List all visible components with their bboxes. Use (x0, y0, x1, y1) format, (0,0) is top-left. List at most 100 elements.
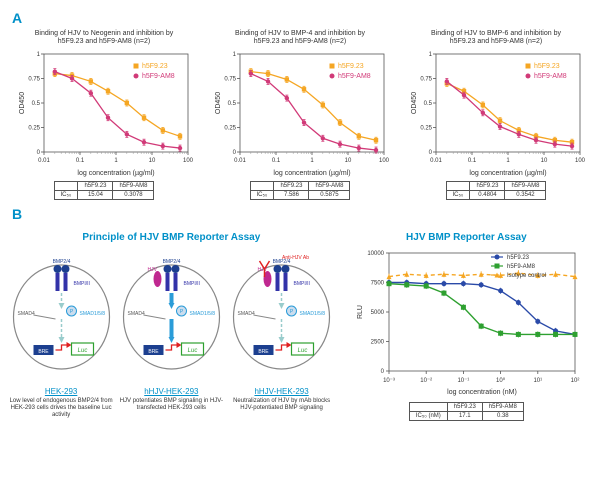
svg-text:0.5: 0.5 (228, 101, 237, 107)
svg-text:Luc: Luc (188, 348, 198, 354)
chart-title: Binding of HJV to Neogenin and inhibitio… (35, 30, 174, 46)
cell-label: hHJV-HEK-293 (118, 387, 224, 396)
svg-text:0: 0 (429, 150, 433, 156)
svg-text:1: 1 (114, 158, 118, 164)
svg-text:OD450: OD450 (215, 92, 222, 114)
svg-text:7500: 7500 (371, 281, 385, 287)
svg-text:SMAD4: SMAD4 (17, 311, 34, 317)
ic-row-label: IC₅₀ (nM) (409, 412, 447, 421)
svg-text:log concentration (µg/ml): log concentration (µg/ml) (469, 170, 546, 177)
svg-text:HJV: HJV (147, 267, 157, 273)
svg-text:h5F9.23: h5F9.23 (142, 63, 168, 70)
svg-text:10⁻¹: 10⁻¹ (458, 378, 470, 384)
panel-b-label: B (12, 206, 592, 222)
assay-block: HJV BMP Reporter Assay 02500500075001000… (341, 232, 592, 421)
chart-title: Binding of HJV to BMP-4 and inhibition b… (235, 30, 365, 46)
svg-text:HJV: HJV (258, 267, 268, 273)
cell-diagram-0: BMPI/IIBMP2/4PSMAD1/5/8SMAD4BRELucHEK-29… (8, 247, 114, 419)
cell-diagram-1: BMPI/IIBMP2/4HJVPSMAD1/5/8SMAD4BRELuchHJ… (118, 247, 224, 419)
svg-text:BMPI/II: BMPI/II (183, 281, 199, 287)
svg-text:log concentration (µg/ml): log concentration (µg/ml) (273, 170, 350, 177)
svg-text:RLU: RLU (357, 305, 364, 319)
svg-text:10: 10 (345, 158, 352, 164)
cell-caption: Neutralization of HJV by mAb blocks HJV-… (228, 398, 334, 412)
svg-text:100: 100 (183, 158, 194, 164)
svg-text:2500: 2500 (371, 340, 385, 346)
svg-text:0.01: 0.01 (38, 158, 50, 164)
svg-text:0.75: 0.75 (28, 77, 40, 83)
panel-a-label: A (12, 10, 592, 26)
cell-caption: HJV potentiates BMP signaling in HJV-tra… (118, 398, 224, 412)
panel-a-chart-2: Binding of HJV to BMP-6 and inhibition b… (400, 30, 592, 200)
panel-a-chart-1: Binding of HJV to BMP-4 and inhibition b… (204, 30, 396, 200)
svg-text:BRE: BRE (38, 349, 49, 355)
svg-text:10²: 10² (571, 378, 580, 384)
svg-text:BMP2/4: BMP2/4 (52, 259, 70, 265)
svg-text:BRE: BRE (148, 349, 159, 355)
svg-text:10⁻³: 10⁻³ (383, 378, 395, 384)
ic-col-h5f923: h5F9.23 (447, 403, 482, 412)
svg-text:SMAD1/5/8: SMAD1/5/8 (300, 311, 326, 317)
ic-val-1: 17.1 (447, 412, 482, 421)
svg-text:0.5: 0.5 (424, 101, 433, 107)
cell-caption: Low level of endogenous BMP2/4 from HEK-… (8, 398, 114, 419)
svg-text:h5F9.23: h5F9.23 (507, 255, 530, 261)
cell-diagram-2: BMPI/IIBMP2/4HJVAnti-HJV AbPSMAD1/5/8SMA… (228, 247, 334, 419)
assay-chart: 02500500075001000010⁻³10⁻²10⁻¹10⁰10¹10²l… (351, 247, 581, 399)
cell-label: hHJV-HEK-293 (228, 387, 334, 396)
svg-text:10: 10 (149, 158, 156, 164)
panel-b-container: Principle of HJV BMP Reporter Assay BMPI… (8, 232, 592, 421)
svg-text:log concentration (µg/ml): log concentration (µg/ml) (77, 170, 154, 177)
svg-text:0.5: 0.5 (32, 101, 41, 107)
ic-col-h5f9am8: h5F9-AM8 (482, 403, 523, 412)
svg-text:SMAD1/5/8: SMAD1/5/8 (79, 311, 105, 317)
svg-text:h5F9.23: h5F9.23 (338, 63, 364, 70)
principle-block: Principle of HJV BMP Reporter Assay BMPI… (8, 232, 335, 421)
panel-a-charts-row: Binding of HJV to Neogenin and inhibitio… (8, 30, 592, 200)
svg-text:1: 1 (506, 158, 510, 164)
svg-text:0.01: 0.01 (234, 158, 246, 164)
svg-text:Luc: Luc (77, 348, 87, 354)
svg-text:Luc: Luc (298, 348, 308, 354)
svg-text:OD450: OD450 (19, 92, 26, 114)
panel-a-chart-0: Binding of HJV to Neogenin and inhibitio… (8, 30, 200, 200)
svg-text:BMPI/II: BMPI/II (294, 281, 310, 287)
svg-text:log concentration (nM): log concentration (nM) (448, 389, 518, 396)
svg-text:1: 1 (429, 52, 433, 58)
svg-text:0: 0 (381, 369, 385, 375)
svg-text:0: 0 (37, 150, 41, 156)
svg-text:1: 1 (310, 158, 314, 164)
svg-text:Isotype control: Isotype control (507, 273, 546, 279)
ic-table: h5F9.23h5F9-AM8 IC₅₀0.48040.3542 (446, 181, 547, 200)
svg-text:0.1: 0.1 (468, 158, 477, 164)
svg-text:0.1: 0.1 (272, 158, 281, 164)
svg-text:0.1: 0.1 (76, 158, 85, 164)
svg-text:0: 0 (233, 150, 237, 156)
svg-text:h5F9-AM8: h5F9-AM8 (534, 73, 567, 80)
svg-text:100: 100 (379, 158, 390, 164)
svg-text:BMPI/II: BMPI/II (73, 281, 89, 287)
svg-text:BMP2/4: BMP2/4 (162, 259, 180, 265)
ic-table: h5F9.23h5F9-AM8 IC₅₀7.5860.5875 (250, 181, 351, 200)
chart-title: Binding of HJV to BMP-6 and inhibition b… (431, 30, 561, 46)
svg-text:SMAD4: SMAD4 (127, 311, 144, 317)
svg-text:Anti-HJV Ab: Anti-HJV Ab (282, 255, 309, 261)
assay-title: HJV BMP Reporter Assay (406, 232, 527, 243)
svg-text:SMAD1/5/8: SMAD1/5/8 (189, 311, 215, 317)
svg-text:0.75: 0.75 (224, 77, 236, 83)
svg-text:h5F9-AM8: h5F9-AM8 (142, 73, 175, 80)
ic-table: h5F9.23h5F9-AM8 IC₅₀15.040.3078 (54, 181, 155, 200)
svg-text:BRE: BRE (258, 349, 269, 355)
svg-text:h5F9-AM8: h5F9-AM8 (338, 73, 371, 80)
svg-text:10⁰: 10⁰ (496, 377, 506, 384)
svg-text:0.75: 0.75 (420, 77, 432, 83)
svg-text:0.25: 0.25 (420, 126, 432, 132)
svg-text:h5F9.23: h5F9.23 (534, 63, 560, 70)
svg-text:OD450: OD450 (411, 92, 418, 114)
svg-text:10⁻²: 10⁻² (421, 378, 433, 384)
svg-text:10¹: 10¹ (534, 378, 543, 384)
svg-text:5000: 5000 (371, 310, 385, 316)
svg-text:0.25: 0.25 (28, 126, 40, 132)
svg-text:0.01: 0.01 (430, 158, 442, 164)
cell-label: HEK-293 (8, 387, 114, 396)
